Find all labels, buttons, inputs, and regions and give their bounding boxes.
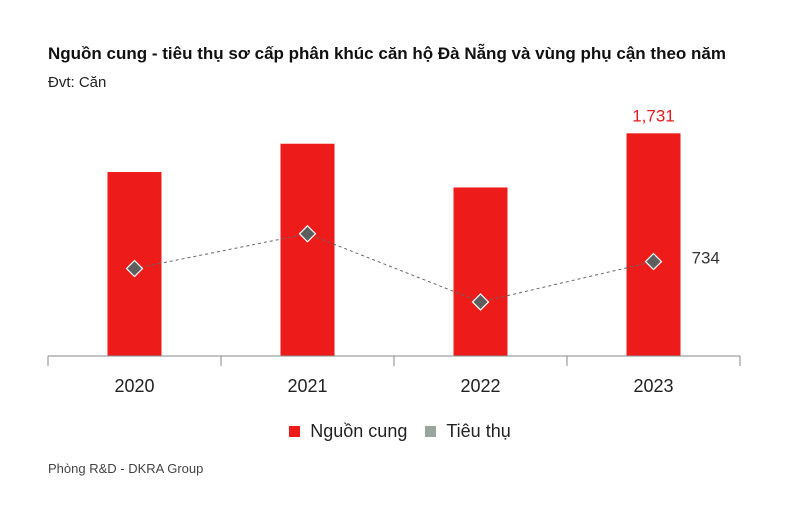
legend-item-supply: Nguồn cung — [289, 421, 407, 442]
x-tick-label-2022: 2022 — [460, 376, 500, 396]
legend-swatch-supply — [289, 426, 301, 437]
marker-sales-2021 — [298, 224, 317, 243]
bar-supply-2023 — [626, 133, 681, 356]
marker-sales-2020 — [125, 259, 144, 278]
chart-legend: Nguồn cung Tiêu thụ — [0, 421, 800, 442]
data-label-supply-2023: 1,731 — [632, 106, 675, 125]
legend-item-sales: Tiêu thụ — [425, 421, 511, 442]
x-tick-label-2020: 2020 — [114, 376, 154, 396]
x-tick-label-2023: 2023 — [633, 376, 673, 396]
marker-sales-2023 — [644, 252, 663, 271]
legend-label-supply: Nguồn cung — [310, 421, 408, 441]
data-label-sales-2023: 734 — [692, 249, 720, 268]
source-note: Phòng R&D - DKRA Group — [48, 461, 204, 476]
chart-unit: Đvt: Căn — [48, 74, 107, 91]
bar-supply-2021 — [280, 143, 335, 356]
legend-swatch-sales — [425, 426, 437, 437]
line-sales — [134, 233, 654, 303]
legend-label-sales: Tiêu thụ — [446, 421, 511, 441]
marker-sales-2022 — [471, 293, 490, 311]
bar-supply-2022 — [453, 187, 508, 356]
x-tick-label-2021: 2021 — [287, 376, 327, 396]
chart-title: Nguồn cung - tiêu thụ sơ cấp phân khúc c… — [48, 44, 726, 63]
